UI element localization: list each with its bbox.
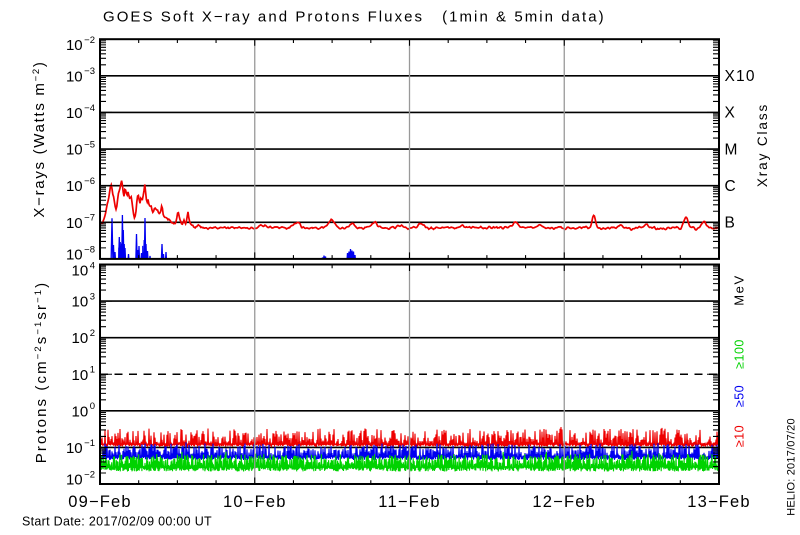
svg-text:X: X xyxy=(725,105,737,122)
svg-text:≥50: ≥50 xyxy=(733,385,747,407)
svg-text:MeV: MeV xyxy=(732,274,747,306)
svg-text:Start Date: 2017/02/09 00:00 U: Start Date: 2017/02/09 00:00 UT xyxy=(22,514,212,528)
svg-text:Protons (cm−2s−1sr−1): Protons (cm−2s−1sr−1) xyxy=(33,281,50,464)
svg-text:12−Feb: 12−Feb xyxy=(532,493,596,511)
svg-text:≥100: ≥100 xyxy=(733,339,747,369)
svg-text:X−rays (Watts m−2): X−rays (Watts m−2) xyxy=(31,60,48,217)
svg-text:≥10: ≥10 xyxy=(733,425,747,447)
svg-text:13−Feb: 13−Feb xyxy=(687,493,751,511)
svg-text:09−Feb: 09−Feb xyxy=(68,493,132,511)
svg-text:HELIO: 2017/07/20: HELIO: 2017/07/20 xyxy=(786,418,798,516)
svg-text:M: M xyxy=(725,141,739,158)
svg-text:11−Feb: 11−Feb xyxy=(378,493,440,511)
svg-text:B: B xyxy=(725,215,737,232)
svg-text:C: C xyxy=(725,178,737,195)
svg-text:Xray Class: Xray Class xyxy=(755,103,770,187)
svg-text:X10: X10 xyxy=(725,68,756,85)
svg-text:GOES Soft X−ray and Protons Fl: GOES Soft X−ray and Protons Fluxes (1min … xyxy=(103,9,606,26)
svg-text:10−Feb: 10−Feb xyxy=(223,493,287,511)
